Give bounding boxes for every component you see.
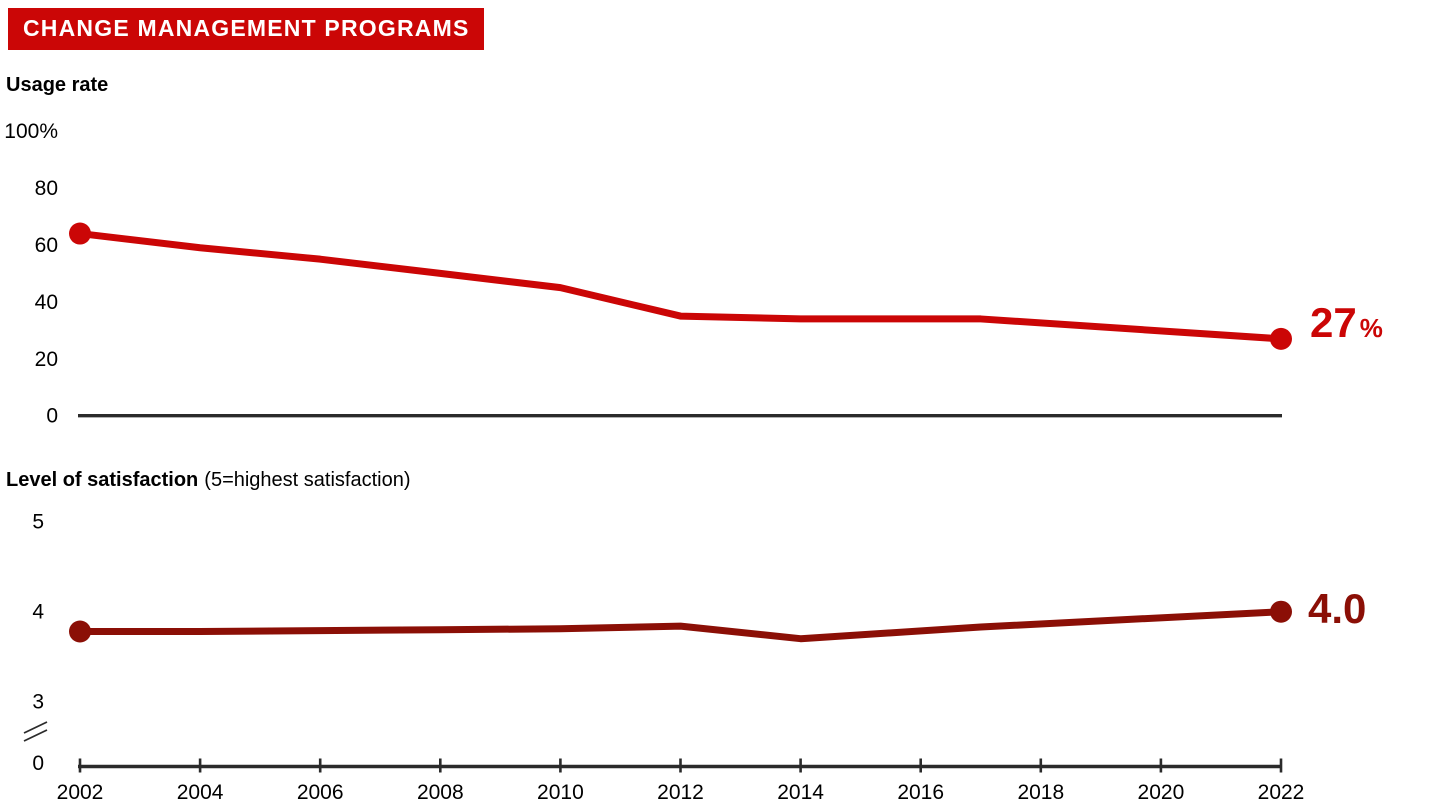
usage-line	[79, 230, 1282, 343]
usage-y-tick-label: 20	[35, 348, 58, 371]
report-banner: CHANGE MANAGEMENT PROGRAMS	[8, 8, 485, 50]
usage-rate-title: Usage rate	[6, 74, 109, 96]
x-tick-label: 2014	[777, 781, 824, 804]
satisfaction-y-tick-label: 4	[32, 601, 44, 624]
satisfaction-title: Level of satisfaction (5=highest satisfac…	[6, 469, 411, 492]
usage-y-tick-label: 60	[35, 234, 58, 257]
x-tick-label: 2018	[1017, 781, 1064, 804]
x-tick-label: 2010	[537, 781, 584, 804]
satisfaction-y-tick-label: 5	[32, 511, 44, 534]
satisfaction-y-tick-label: 0	[32, 752, 44, 775]
x-tick-label: 2012	[657, 781, 704, 804]
x-tick-label: 2022	[1258, 781, 1305, 804]
x-tick-label: 2016	[897, 781, 944, 804]
x-tick-label: 2008	[417, 781, 464, 804]
satisfaction-end-value-label: 4.0	[1308, 585, 1366, 632]
satisfaction-title-subtitle: (5=highest satisfaction)	[204, 469, 411, 491]
usage-y-tick-label: 40	[35, 291, 58, 314]
chart-title: CHANGE MANAGEMENT PROGRAMS	[23, 15, 470, 41]
usage-y-tick-label: 0	[46, 405, 58, 428]
usage-end-value-label: 27%	[1310, 299, 1383, 346]
satisfaction-point-dot	[1270, 600, 1292, 623]
satisfaction-line	[80, 608, 1282, 643]
x-tick-label: 2006	[297, 781, 344, 804]
usage-point-dot	[69, 222, 91, 245]
axis-break-mark	[23, 721, 48, 734]
satisfaction-title-main: Level of satisfaction	[6, 469, 199, 491]
axis-break-mark	[23, 729, 48, 742]
usage-point-dot	[1270, 327, 1292, 350]
satisfaction-point-dot	[69, 620, 91, 643]
usage-y-tick-label: 80	[35, 177, 58, 200]
x-tick-label: 2002	[57, 781, 104, 804]
x-tick-label: 2020	[1138, 781, 1185, 804]
usage-y-tick-label: 100%	[4, 120, 58, 143]
x-tick-label: 2004	[177, 781, 224, 804]
satisfaction-y-tick-label: 3	[32, 691, 44, 714]
